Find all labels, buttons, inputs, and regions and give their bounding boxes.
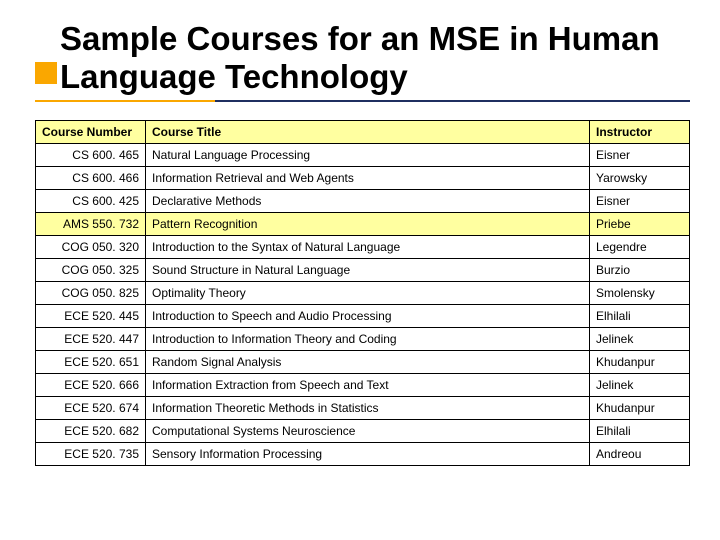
table-row: ECE 520. 651Random Signal AnalysisKhudan… [36, 351, 690, 374]
cell-course-number: CS 600. 465 [36, 144, 146, 167]
cell-course-number: ECE 520. 682 [36, 420, 146, 443]
cell-course-title: Introduction to Speech and Audio Process… [146, 305, 590, 328]
courses-table-wrap: Course Number Course Title Instructor CS… [35, 120, 690, 466]
cell-course-title: Information Extraction from Speech and T… [146, 374, 590, 397]
cell-course-number: ECE 520. 666 [36, 374, 146, 397]
cell-instructor: Khudanpur [590, 351, 690, 374]
col-header-title: Course Title [146, 121, 590, 144]
courses-table: Course Number Course Title Instructor CS… [35, 120, 690, 466]
cell-course-title: Sensory Information Processing [146, 443, 590, 466]
table-row: CS 600. 465Natural Language ProcessingEi… [36, 144, 690, 167]
cell-instructor: Burzio [590, 259, 690, 282]
cell-course-number: ECE 520. 445 [36, 305, 146, 328]
cell-course-title: Sound Structure in Natural Language [146, 259, 590, 282]
table-row: CS 600. 466Information Retrieval and Web… [36, 167, 690, 190]
col-header-instructor: Instructor [590, 121, 690, 144]
table-row: ECE 520. 682Computational Systems Neuros… [36, 420, 690, 443]
table-row: ECE 520. 735Sensory Information Processi… [36, 443, 690, 466]
cell-course-number: ECE 520. 651 [36, 351, 146, 374]
cell-instructor: Andreou [590, 443, 690, 466]
cell-course-title: Introduction to the Syntax of Natural La… [146, 236, 590, 259]
cell-course-number: COG 050. 325 [36, 259, 146, 282]
cell-course-title: Natural Language Processing [146, 144, 590, 167]
cell-course-title: Random Signal Analysis [146, 351, 590, 374]
table-row: ECE 520. 674Information Theoretic Method… [36, 397, 690, 420]
cell-course-number: CS 600. 425 [36, 190, 146, 213]
cell-course-title: Information Retrieval and Web Agents [146, 167, 590, 190]
table-row: ECE 520. 666Information Extraction from … [36, 374, 690, 397]
cell-course-number: CS 600. 466 [36, 167, 146, 190]
col-header-number: Course Number [36, 121, 146, 144]
table-row: ECE 520. 447Introduction to Information … [36, 328, 690, 351]
cell-instructor: Jelinek [590, 328, 690, 351]
cell-course-number: COG 050. 320 [36, 236, 146, 259]
table-row: ECE 520. 445Introduction to Speech and A… [36, 305, 690, 328]
cell-instructor: Jelinek [590, 374, 690, 397]
table-row: COG 050. 825Optimality TheorySmolensky [36, 282, 690, 305]
table-row: AMS 550. 732Pattern RecognitionPriebe [36, 213, 690, 236]
cell-instructor: Smolensky [590, 282, 690, 305]
page-title: Sample Courses for an MSE in Human Langu… [60, 20, 690, 96]
cell-instructor: Eisner [590, 144, 690, 167]
accent-square-icon [35, 62, 57, 84]
cell-course-title: Declarative Methods [146, 190, 590, 213]
cell-instructor: Elhilali [590, 420, 690, 443]
cell-course-title: Introduction to Information Theory and C… [146, 328, 590, 351]
cell-instructor: Priebe [590, 213, 690, 236]
cell-course-title: Computational Systems Neuroscience [146, 420, 590, 443]
title-underline [35, 100, 690, 102]
cell-instructor: Eisner [590, 190, 690, 213]
cell-instructor: Yarowsky [590, 167, 690, 190]
cell-course-number: COG 050. 825 [36, 282, 146, 305]
table-row: COG 050. 325Sound Structure in Natural L… [36, 259, 690, 282]
table-header-row: Course Number Course Title Instructor [36, 121, 690, 144]
cell-course-number: AMS 550. 732 [36, 213, 146, 236]
cell-course-number: ECE 520. 447 [36, 328, 146, 351]
table-row: COG 050. 320Introduction to the Syntax o… [36, 236, 690, 259]
cell-instructor: Khudanpur [590, 397, 690, 420]
cell-course-title: Information Theoretic Methods in Statist… [146, 397, 590, 420]
cell-instructor: Elhilali [590, 305, 690, 328]
table-row: CS 600. 425Declarative MethodsEisner [36, 190, 690, 213]
cell-instructor: Legendre [590, 236, 690, 259]
cell-course-title: Optimality Theory [146, 282, 590, 305]
cell-course-number: ECE 520. 674 [36, 397, 146, 420]
cell-course-title: Pattern Recognition [146, 213, 590, 236]
cell-course-number: ECE 520. 735 [36, 443, 146, 466]
